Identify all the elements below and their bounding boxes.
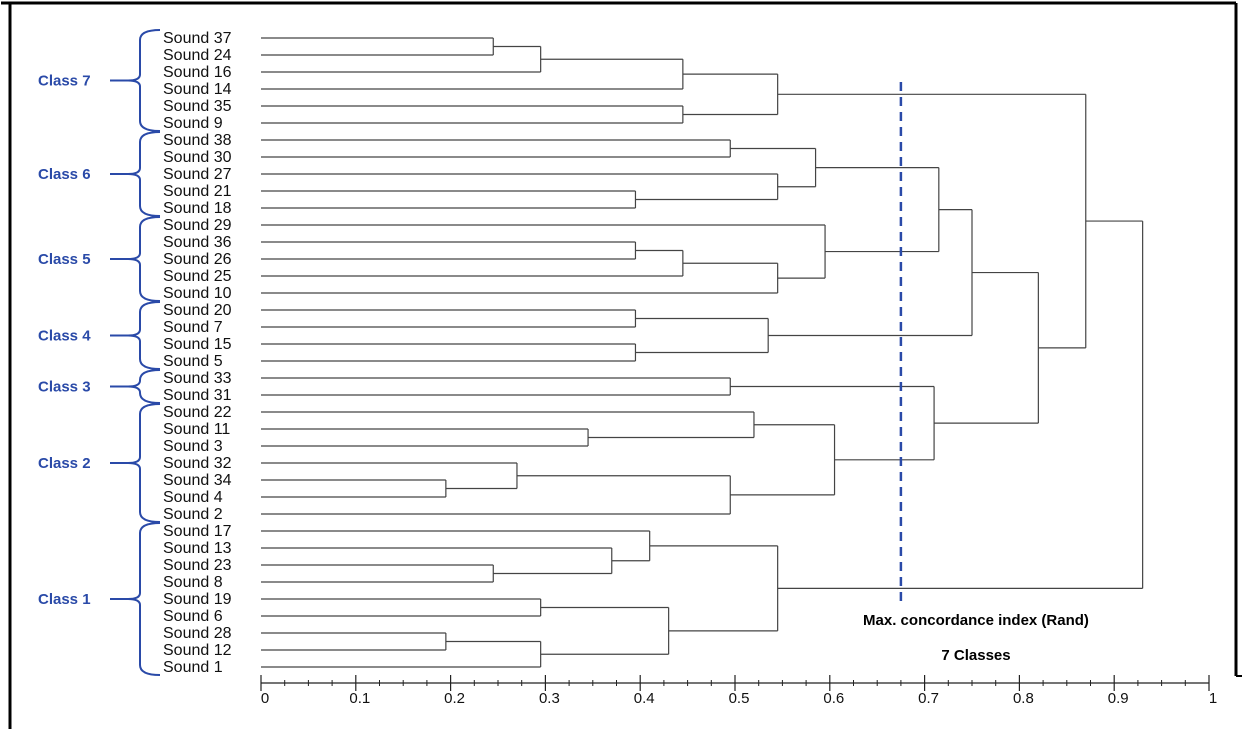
- class-label: Class 6: [38, 166, 91, 183]
- class-label: Class 7: [38, 73, 91, 90]
- class-label: Class 2: [38, 455, 91, 472]
- leaf-label: Sound 30: [163, 149, 232, 166]
- leaf-label: Sound 14: [163, 81, 232, 98]
- x-tick-label: 0.8: [1013, 690, 1034, 707]
- x-tick-label: 0.1: [349, 690, 370, 707]
- leaf-label: Sound 17: [163, 523, 232, 540]
- leaf-label: Sound 24: [163, 47, 232, 64]
- class-label: Class 5: [38, 251, 91, 268]
- class-bracket: [127, 301, 161, 370]
- leaf-label: Sound 5: [163, 353, 223, 370]
- leaf-label: Sound 27: [163, 166, 232, 183]
- leaf-label: Sound 6: [163, 608, 223, 625]
- leaf-label: Sound 7: [163, 319, 223, 336]
- annotation-classes: 7 Classes: [941, 647, 1010, 664]
- leaf-label: Sound 34: [163, 472, 232, 489]
- leaf-label: Sound 25: [163, 268, 232, 285]
- leaf-label: Sound 33: [163, 370, 232, 387]
- leaf-label: Sound 28: [163, 625, 232, 642]
- class-bracket: [127, 522, 161, 676]
- x-tick-label: 0.3: [539, 690, 560, 707]
- x-axis: 0 0.1 0.2 0.3 0.4 0.5 0.6 0.7 0.8 0.9 1: [260, 675, 1217, 707]
- x-tick-label: 0.4: [634, 690, 655, 707]
- leaf-label: Sound 9: [163, 115, 223, 132]
- x-tick-label: 0.6: [823, 690, 844, 707]
- leaf-label: Sound 15: [163, 336, 232, 353]
- x-tick-label: 0.7: [918, 690, 939, 707]
- leaf-label: Sound 10: [163, 285, 232, 302]
- leaf-label: Sound 2: [163, 506, 223, 523]
- leaf-label: Sound 22: [163, 404, 232, 421]
- leaf-label: Sound 31: [163, 387, 232, 404]
- leaf-label: Sound 12: [163, 642, 232, 659]
- leaf-label: Sound 20: [163, 302, 232, 319]
- leaf-label: Sound 4: [163, 489, 223, 506]
- x-tick-label: 0.5: [729, 690, 750, 707]
- leaf-label: Sound 18: [163, 200, 232, 217]
- leaf-label: Sound 11: [163, 421, 230, 438]
- class-bracket: [127, 216, 161, 302]
- leaf-label: Sound 38: [163, 132, 232, 149]
- class-bracket: [127, 369, 161, 404]
- leaf-label: Sound 3: [163, 438, 223, 455]
- class-label: Class 3: [38, 379, 91, 396]
- x-tick-label: 0.2: [444, 690, 465, 707]
- x-tick-label: 0: [261, 690, 269, 707]
- leaf-label: Sound 23: [163, 557, 232, 574]
- leaf-label: Sound 16: [163, 64, 232, 81]
- leaf-label: Sound 32: [163, 455, 232, 472]
- class-bracket: [127, 403, 161, 523]
- class-label: Class 1: [38, 591, 91, 608]
- leaf-label: Sound 1: [163, 659, 223, 676]
- class-brackets: Class 7 Class 6 Class 5 Class 4 Class 3 Class…: [38, 29, 161, 676]
- leaf-label: Sound 29: [163, 217, 232, 234]
- class-bracket: [127, 29, 161, 132]
- leaf-label: Sound 8: [163, 574, 223, 591]
- leaf-label: Sound 21: [163, 183, 232, 200]
- dendrogram-tree: [261, 37, 1144, 668]
- leaf-label: Sound 26: [163, 251, 232, 268]
- x-tick-label: 1: [1209, 690, 1217, 707]
- annotation-concordance: Max. concordance index (Rand): [863, 612, 1089, 629]
- x-tick-label: 0.9: [1108, 690, 1129, 707]
- leaf-label: Sound 37: [163, 30, 232, 47]
- class-label: Class 4: [38, 328, 91, 345]
- leaf-label: Sound 13: [163, 540, 232, 557]
- leaf-label: Sound 36: [163, 234, 232, 251]
- leaf-label: Sound 35: [163, 98, 232, 115]
- class-bracket: [127, 131, 161, 217]
- leaf-label: Sound 19: [163, 591, 232, 608]
